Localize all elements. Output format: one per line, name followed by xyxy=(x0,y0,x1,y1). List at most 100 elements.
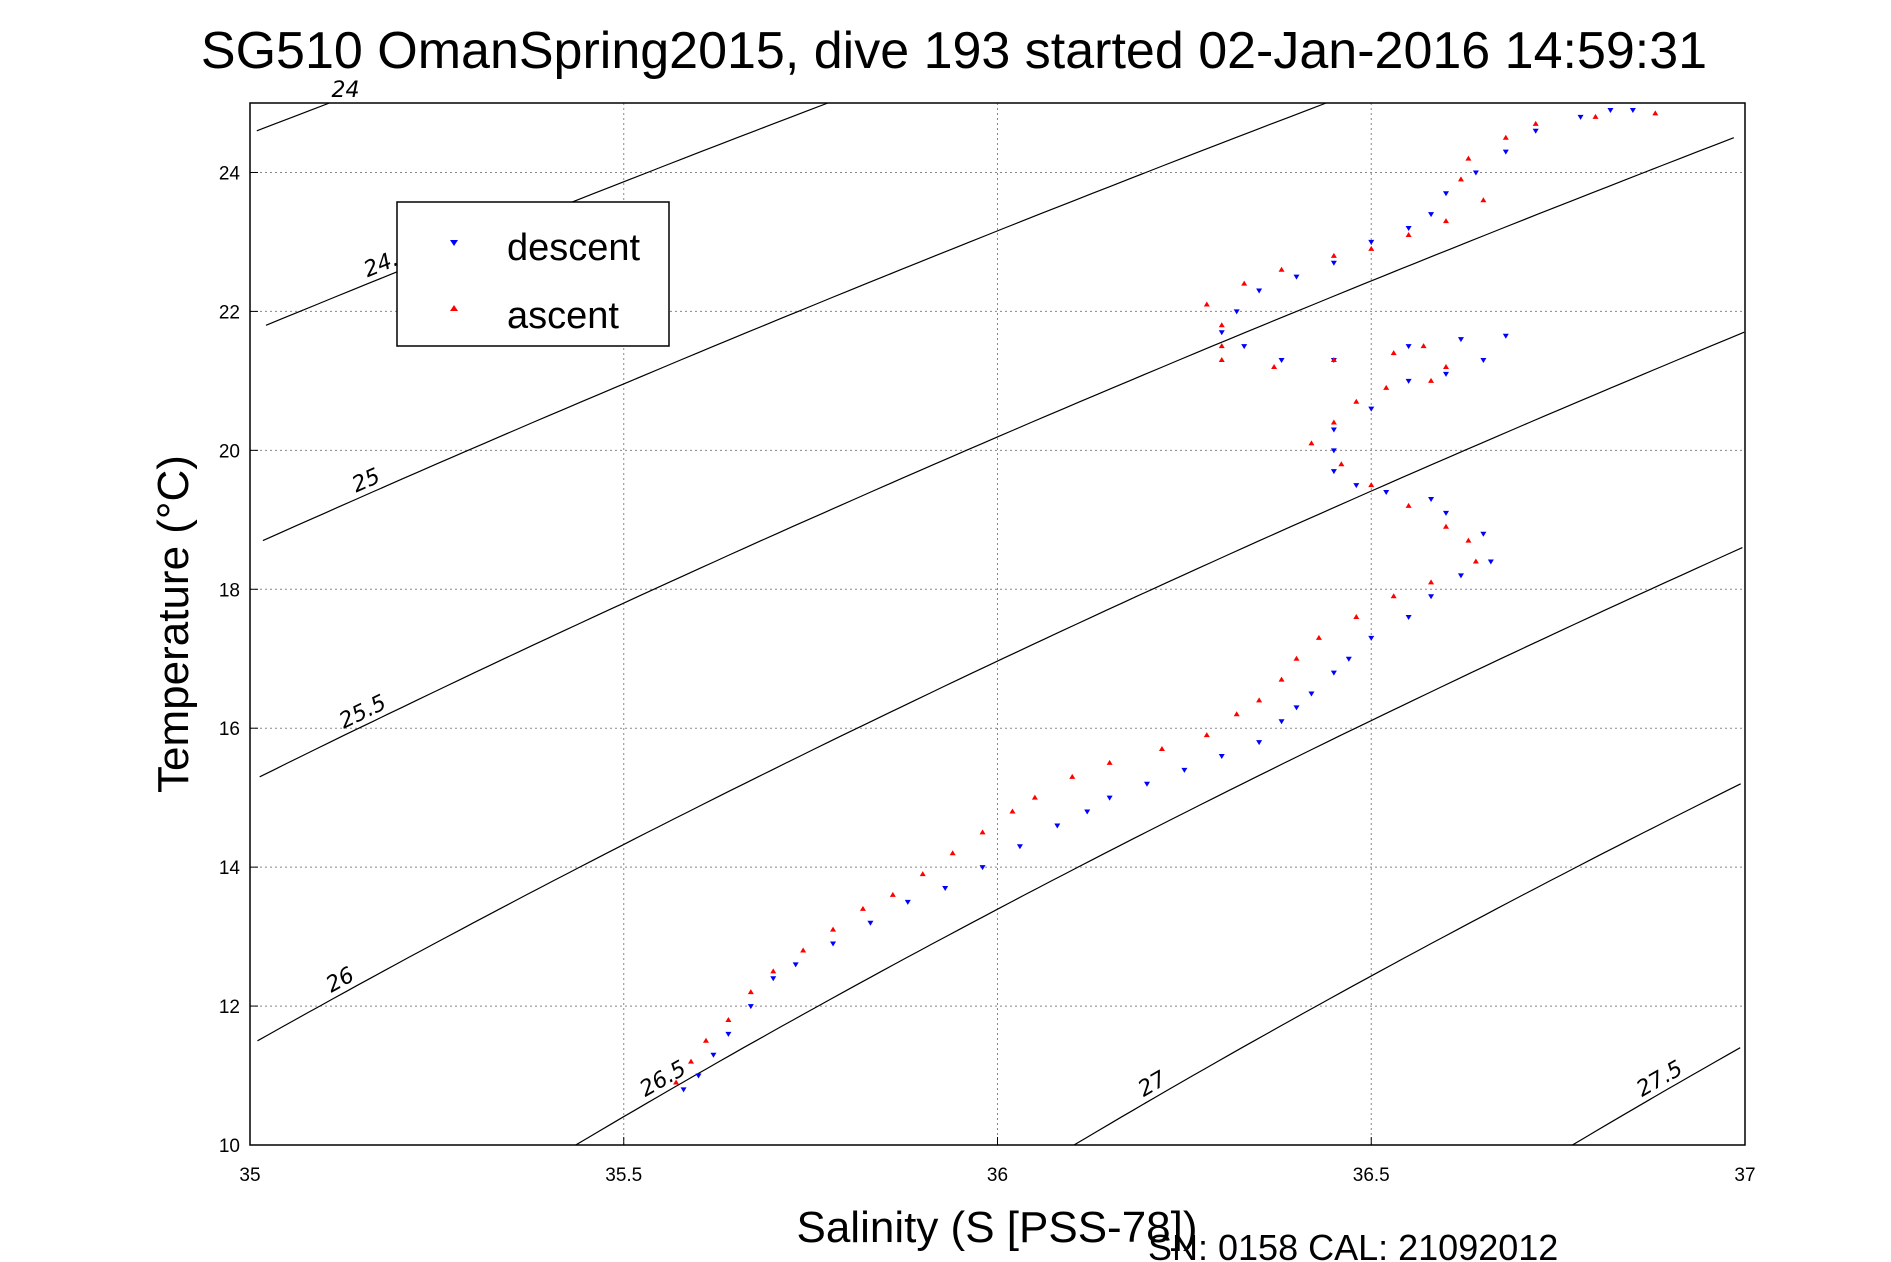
descent-point xyxy=(1106,795,1113,801)
ascent-point xyxy=(1480,197,1487,203)
y-tick-label: 10 xyxy=(219,1136,240,1157)
descent-point xyxy=(1084,809,1091,815)
ascent-point xyxy=(702,1037,709,1043)
ascent-point xyxy=(1383,384,1390,390)
descent-point xyxy=(830,941,837,947)
descent-point xyxy=(1502,333,1509,339)
y-tick-label: 14 xyxy=(219,858,241,879)
ascent-point xyxy=(1443,523,1449,529)
ascent-point xyxy=(1353,614,1360,620)
y-tick-label: 16 xyxy=(219,719,240,740)
descent-point xyxy=(1607,107,1614,113)
ascent-point xyxy=(1420,343,1427,349)
ascent-point xyxy=(1353,398,1360,404)
descent-point xyxy=(1054,823,1061,829)
isopycnal-line xyxy=(575,547,1743,1146)
y-axis-label: Temperature (°C) xyxy=(149,455,198,793)
ascent-point xyxy=(1390,593,1397,599)
x-tick-label: 35 xyxy=(239,1165,260,1186)
x-tick-label: 36 xyxy=(987,1165,1008,1186)
ascent-point xyxy=(1106,759,1113,765)
isopycnal-label: 26.5 xyxy=(636,1056,691,1102)
isopycnal-label: 25 xyxy=(348,464,384,498)
descent-point xyxy=(1181,767,1188,773)
ascent-point xyxy=(1330,357,1337,363)
isopycnal-line xyxy=(1572,1047,1741,1146)
descent-point xyxy=(1330,670,1337,676)
descent-point xyxy=(1256,288,1263,294)
y-axis-ticks: 10 12 14 16 18 20 22 24 xyxy=(219,163,258,1157)
descent-point xyxy=(1383,490,1390,496)
legend-ascent-marker xyxy=(450,305,458,311)
ascent-point xyxy=(688,1058,695,1064)
descent-point xyxy=(1480,358,1487,364)
chart-title: SG510 OmanSpring2015, dive 193 started 0… xyxy=(201,22,1707,80)
ascent-point xyxy=(1293,655,1300,661)
ascent-point xyxy=(1502,134,1509,140)
ascent-point xyxy=(919,871,926,877)
legend: descent ascent xyxy=(396,201,670,347)
descent-point xyxy=(747,1004,754,1010)
x-tick-label: 35.5 xyxy=(605,1165,642,1186)
ascent-point xyxy=(1405,502,1412,508)
ascent-point xyxy=(800,947,807,953)
descent-point xyxy=(1353,483,1360,489)
data-points xyxy=(673,107,1659,1093)
descent-point xyxy=(867,920,874,926)
y-tick-label: 18 xyxy=(219,580,240,601)
descent-point xyxy=(1144,781,1150,787)
ascent-point xyxy=(1443,363,1449,369)
descent-point xyxy=(1345,656,1352,662)
ascent-point xyxy=(747,989,754,995)
ascent-point xyxy=(1532,120,1539,126)
ascent-point xyxy=(830,926,837,932)
descent-point xyxy=(1368,239,1375,245)
ascent-point xyxy=(725,1016,732,1022)
descent-point xyxy=(1405,226,1412,232)
descent-point xyxy=(1480,531,1487,537)
isopycnal-line xyxy=(257,331,1745,1042)
isopycnal-line xyxy=(262,102,1327,542)
descent-point xyxy=(1472,170,1479,176)
legend-descent-marker xyxy=(450,240,458,246)
ascent-point xyxy=(1278,676,1285,682)
ascent-point xyxy=(1390,350,1397,356)
descent-point xyxy=(1256,740,1263,746)
ascent-point xyxy=(673,1079,680,1085)
descent-point xyxy=(1330,448,1337,454)
descent-point xyxy=(1405,344,1412,350)
isopycnal-label: 25.5 xyxy=(335,690,390,734)
ascent-point xyxy=(949,850,956,856)
descent-point xyxy=(1629,107,1636,113)
descent-point xyxy=(1293,274,1300,280)
descent-point xyxy=(1443,510,1449,516)
descent-point xyxy=(1218,330,1225,336)
legend-descent-label: descent xyxy=(507,227,641,269)
descent-point xyxy=(1457,573,1464,579)
ascent-point xyxy=(1203,301,1210,307)
ascent-point xyxy=(1443,218,1449,224)
ascent-point xyxy=(1271,363,1278,369)
ascent-point xyxy=(1256,697,1263,703)
ascent-point xyxy=(1233,711,1240,717)
descent-point xyxy=(1405,378,1412,384)
ascent-point xyxy=(1465,537,1472,543)
descent-point xyxy=(1330,260,1337,266)
x-tick-label: 36.5 xyxy=(1353,1165,1390,1186)
isopycnal-line xyxy=(256,102,330,132)
descent-point xyxy=(1293,705,1300,711)
descent-point xyxy=(1443,191,1449,197)
x-axis-label: Salinity (S [PSS-78]) xyxy=(796,1203,1197,1252)
isopycnal-label: 27 xyxy=(1134,1067,1171,1103)
ascent-point xyxy=(1218,357,1225,363)
ascent-point xyxy=(1465,155,1472,161)
descent-point xyxy=(904,899,911,905)
ascent-point xyxy=(1315,634,1322,640)
isopycnal-contours xyxy=(256,102,1745,1146)
descent-point xyxy=(942,885,949,891)
descent-point xyxy=(1233,309,1240,315)
ascent-point xyxy=(859,905,866,911)
descent-point xyxy=(792,962,799,968)
ascent-point xyxy=(1472,558,1479,564)
descent-point xyxy=(1457,337,1464,343)
